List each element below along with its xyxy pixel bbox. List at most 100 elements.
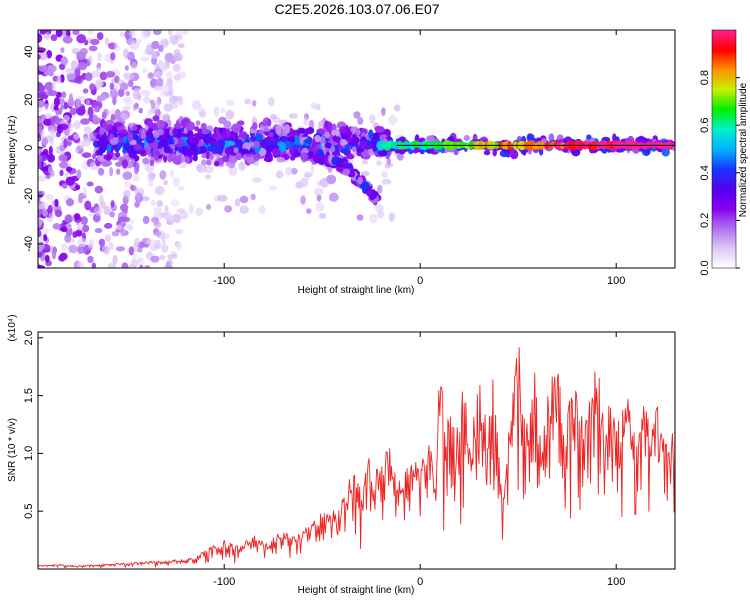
spectrogram-cell	[96, 81, 102, 90]
spectrogram-cell	[120, 32, 124, 38]
spectrogram-cell	[182, 28, 189, 36]
spectrogram-cell	[154, 71, 161, 78]
spectrogram-cell	[53, 247, 58, 254]
spectrogram-cell	[252, 122, 258, 130]
spectrogram-cell	[240, 196, 249, 204]
spectrogram-cell	[60, 256, 65, 261]
spectrogram-cell	[43, 228, 50, 235]
spectrogram-cell	[84, 40, 88, 46]
spectrogram-cell	[378, 150, 388, 156]
spectrogram-cell	[133, 174, 140, 182]
spectrogram-cell	[63, 115, 70, 121]
spectrogram-cell	[350, 126, 356, 132]
spectrogram-cell	[227, 100, 235, 106]
spectrogram-cell	[342, 169, 350, 176]
spectrogram-cell	[144, 49, 149, 54]
spectrogram-cell	[110, 83, 115, 90]
spectrogram-cell	[38, 175, 45, 182]
spectrogram-cell	[99, 194, 104, 203]
spectrogram-cell	[159, 255, 165, 260]
spectrogram-cell	[586, 134, 591, 139]
spectrogram-cell	[205, 174, 211, 180]
spectrogram-cell	[127, 122, 133, 127]
spectrogram-cell	[206, 204, 211, 210]
spectrogram-cell	[244, 99, 251, 105]
spectrogram-cell	[151, 200, 156, 206]
spectrogram-cell	[78, 194, 83, 203]
snr-x-axis-label: Height of straight line (km)	[298, 585, 415, 596]
spectrogram-cell	[238, 161, 245, 171]
spectrogram-cell	[63, 36, 73, 43]
spectrogram-cell	[87, 182, 94, 187]
spectrogram-cell	[170, 102, 178, 109]
spectrogram-cell	[165, 233, 169, 239]
spectrogram-cell	[148, 128, 153, 135]
colorbar-tick-label: 0.6	[699, 118, 711, 133]
spectrogram-cell	[99, 239, 105, 247]
spectrogram-cell	[143, 96, 151, 103]
spectrogram-cell	[199, 111, 206, 117]
spectrogram-cell	[38, 125, 43, 135]
spectrogram-cell	[464, 135, 470, 141]
spectrogram-cell	[153, 28, 162, 35]
spectrogram-cell	[267, 118, 272, 127]
spectrogram-cell	[252, 177, 262, 182]
spectrogram-cell	[289, 113, 298, 119]
spectrogram-cell	[142, 158, 149, 165]
spectrogram-cell	[84, 126, 92, 134]
spectrogram-cell	[97, 52, 102, 61]
spectrogram-cell	[185, 121, 195, 131]
spectrogram-cell	[362, 160, 368, 165]
spectrogram-cell	[123, 190, 131, 199]
spectrogram-cell	[42, 209, 48, 217]
spectrogram-cell	[201, 153, 206, 158]
spectrogram-cell	[304, 172, 313, 177]
spectrogram-cell	[205, 137, 209, 145]
spectrogram-cell	[231, 123, 241, 133]
spectrogram-cell	[53, 223, 61, 230]
spectrogram-cell	[178, 96, 183, 105]
spectrogram-cell	[131, 159, 135, 164]
spectrogram-cell	[131, 258, 139, 267]
spectrogram-cell	[314, 188, 324, 196]
spectrogram-cell	[69, 93, 73, 102]
spectrogram-cell	[128, 80, 133, 88]
spectrogram-cell	[112, 96, 116, 105]
spectrogram-cell	[52, 81, 57, 90]
spectrogram-cell	[40, 88, 45, 93]
spectrogram-cell	[133, 144, 142, 150]
spectrogram-cell	[105, 234, 111, 242]
spectrogram-cell	[97, 32, 104, 40]
spectrogram-cell	[80, 118, 90, 125]
spectrogram-cell	[175, 229, 183, 235]
spectrogram-cell	[142, 130, 146, 136]
spectrogram-cell	[125, 91, 130, 96]
spectrogram-cell	[106, 154, 112, 161]
spectrogram-cell	[89, 83, 96, 90]
spectrogram-cell	[389, 212, 395, 222]
spectrogram-cell	[165, 215, 173, 223]
spectrogram-cell	[60, 64, 65, 70]
spectrogram-cell	[359, 141, 367, 147]
spectrogram-cell	[74, 213, 80, 220]
spectrogram-cell	[36, 100, 45, 108]
spectrogram-cell	[388, 115, 397, 125]
spectrogram-x-axis-label: Height of straight line (km)	[298, 285, 415, 296]
chart-title: C2E5.2026.103.07.06.E07	[274, 1, 439, 17]
spectrogram-cell	[300, 195, 306, 204]
colorbar-tick-label: 0.8	[699, 70, 711, 85]
spectrogram-cell	[106, 120, 114, 125]
spectrogram-cell	[151, 101, 156, 109]
spectrogram-cell	[172, 156, 182, 164]
spectrogram-cell	[150, 160, 154, 166]
spectrogram-y-tick-label: 40	[23, 46, 35, 58]
spectrogram-cell	[300, 178, 308, 187]
spectrogram-cell	[121, 262, 128, 271]
spectrogram-cell	[175, 216, 179, 224]
spectrogram-cell	[64, 172, 68, 178]
spectrogram-cell	[214, 161, 220, 167]
spectrogram-cell	[136, 192, 141, 199]
spectrogram-cell	[108, 242, 114, 250]
spectrogram-cell	[235, 198, 240, 206]
spectrogram-cell	[95, 186, 104, 194]
